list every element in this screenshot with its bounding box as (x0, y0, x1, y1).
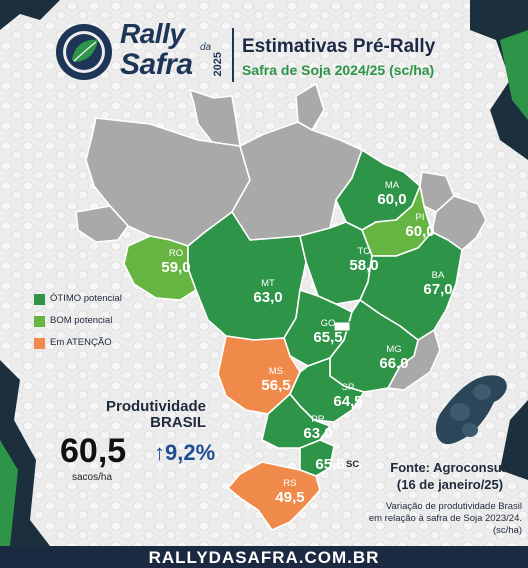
footer: RALLYDASAFRA.COM.BR (0, 546, 528, 568)
state-value: 59,0 (161, 259, 191, 276)
leaf-decoration-top-right-green (500, 30, 528, 120)
state-label-sp: SP 64,5 (320, 382, 376, 410)
state-label-ma: MA 60,0 (364, 180, 420, 208)
brand-line1: Rally (120, 18, 185, 49)
note-line3: (sc/ha) (492, 525, 522, 536)
national-label-line2: BRASIL (150, 414, 206, 431)
state-value: 65,5 (315, 456, 345, 473)
header: Rally da Safra 2025 Estimativas Pré-Rall… (0, 0, 528, 100)
state-value: 66,0 (379, 355, 409, 372)
soybean-pod-illustration (435, 375, 507, 445)
state-label-rs: RS 49,5 (262, 478, 318, 506)
state-RS (227, 461, 321, 531)
state-label-mg: MG 66,0 (366, 344, 422, 372)
leaf-decoration-top-left (0, 0, 60, 30)
state-code: TO (357, 246, 371, 257)
header-divider (232, 28, 234, 82)
legend-label: ÓTIMO potencial (50, 293, 122, 304)
page-subtitle: Safra de Soja 2024/25 (sc/ha) (242, 62, 435, 78)
state-code: BA (431, 270, 445, 281)
arrow-up-icon: ↑ (154, 440, 165, 465)
brand-wordmark: Rally da Safra 2025 (120, 18, 230, 88)
state-label-to: TO 58,0 (336, 246, 392, 274)
state-label-sc: 65,5 SC (302, 456, 360, 473)
brand-da: da (200, 42, 212, 53)
national-growth: ↑9,2% (154, 440, 215, 466)
page-title: Estimativas Pré-Rally (242, 36, 436, 57)
state-value: 60,0 (405, 223, 435, 240)
source-line2: (16 de janeiro/25) (396, 477, 504, 492)
state-value: 63,0 (253, 289, 283, 306)
state-code: SC (346, 459, 360, 470)
state-value: 58,0 (349, 257, 379, 274)
state-code: RO (168, 248, 184, 259)
note-line2: em relação à safra de Soja 2023/24. (368, 513, 522, 524)
national-growth-value: 9,2% (165, 440, 216, 465)
footer-url[interactable]: RALLYDASAFRA.COM.BR (148, 548, 380, 567)
state-AP (295, 83, 325, 131)
state-value: 64,5 (333, 393, 363, 410)
state-DF (333, 321, 351, 332)
legend-swatch (34, 338, 45, 349)
state-label-ms: MS 56,5 (248, 366, 304, 394)
state-value: 65,5 (313, 329, 343, 346)
legend-swatch (34, 294, 45, 305)
state-label-mt: MT 63,0 (240, 278, 296, 306)
source-line1: Fonte: Agroconsult (390, 460, 510, 475)
state-AC (75, 205, 129, 243)
legend-label: Em ATENÇÃO (50, 337, 112, 348)
state-code: MS (268, 366, 284, 377)
brand-line2: Safra (120, 48, 193, 81)
state-code: MA (384, 180, 400, 191)
leaf-decoration-bottom-left-green (0, 440, 18, 546)
state-RR (189, 89, 241, 147)
state-PR (261, 393, 331, 449)
state-code: PI (415, 212, 425, 223)
legend-label: BOM potencial (50, 315, 113, 326)
state-label-pi: PI 60,0 (392, 212, 448, 240)
state-code: PR (311, 414, 325, 425)
state-value: 56,5 (261, 377, 291, 394)
leaf-decoration-bottom-right (500, 400, 528, 480)
state-value: 49,5 (275, 489, 305, 506)
national-productivity-unit: sacos/ha (72, 472, 113, 483)
state-label-go: GO 65,5 (300, 318, 356, 346)
state-value: 60,0 (377, 191, 407, 208)
state-code: GO (320, 318, 336, 329)
state-PA (231, 121, 363, 241)
state-code: RS (283, 478, 297, 489)
state-label-ro: RO 59,0 (148, 248, 204, 276)
state-code: SP (341, 382, 355, 393)
state-label-pr: PR 63,0 (290, 414, 346, 442)
rally-leaf-logo-icon (56, 24, 112, 80)
state-value: 67,0 (423, 281, 453, 298)
note-line1: Variação de produtividade Brasil (385, 501, 522, 512)
variation-note: Variação de produtividade Brasil em rela… (318, 501, 522, 537)
state-code: MG (386, 344, 402, 355)
national-productivity-value: 60,5 (60, 432, 127, 470)
state-value: 63,0 (303, 425, 333, 442)
state-code: MT (261, 278, 275, 289)
national-label-line1: Produtividade (105, 398, 206, 415)
state-label-ba: BA 67,0 (410, 270, 466, 298)
legend-swatch (34, 316, 45, 327)
